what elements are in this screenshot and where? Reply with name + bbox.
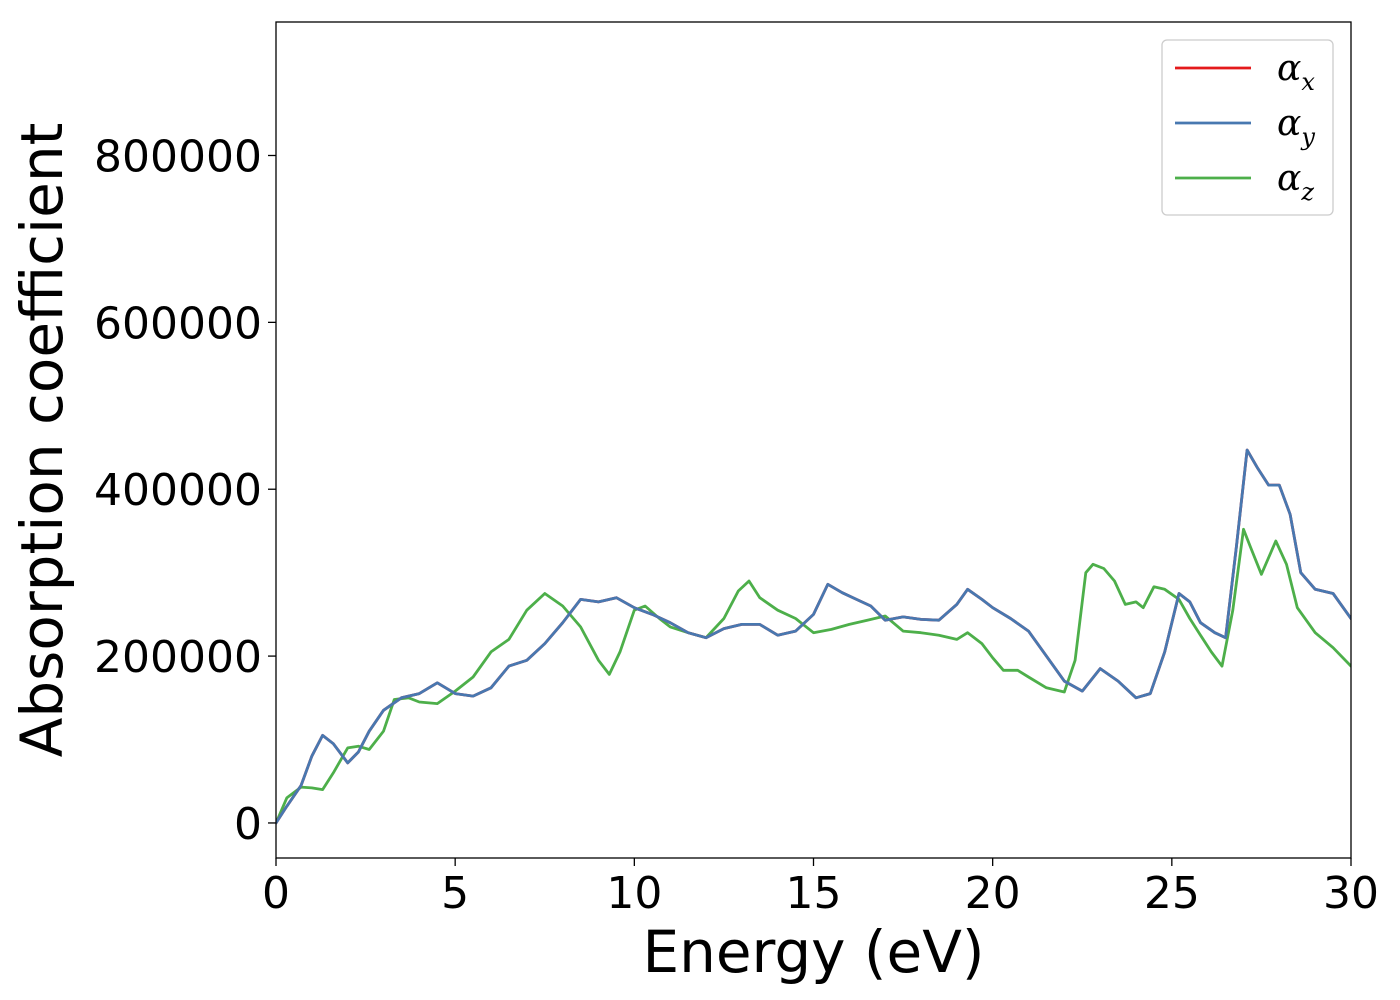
x-tick-label-6: 30: [1323, 868, 1379, 919]
legend-label-symbol: α: [1277, 158, 1301, 199]
x-tick-label-2: 10: [606, 868, 662, 919]
legend-label-symbol: α: [1277, 48, 1301, 89]
legend-label-subscript: x: [1301, 68, 1315, 96]
y-tick-label-4: 800000: [94, 131, 262, 182]
plot-frame: [275, 21, 1352, 859]
x-axis-label: Energy (eV): [642, 918, 984, 986]
x-tick-label-3: 15: [786, 868, 842, 919]
x-axis-ticks: 0 5 10 15 20 25 30: [262, 858, 1379, 919]
series-line-z: [276, 527, 1351, 825]
series-line-y: [276, 448, 1351, 825]
y-axis-label: Absorption coefficient: [8, 123, 76, 758]
y-tick-label-3: 600000: [94, 298, 262, 349]
legend-label-symbol: α: [1277, 103, 1301, 144]
x-tick-label-0: 0: [262, 868, 290, 919]
legend-label-subscript: z: [1300, 178, 1314, 206]
y-axis-ticks: 0 200000 400000 600000 800000: [94, 131, 276, 850]
legend-label-y: αy: [1277, 103, 1315, 151]
y-tick-label-0: 0: [234, 799, 262, 850]
y-tick-label-2: 400000: [94, 465, 262, 516]
series-lines: [276, 448, 1351, 825]
x-tick-label-1: 5: [441, 868, 469, 919]
legend-box: [1161, 39, 1334, 216]
y-tick-label-1: 200000: [94, 632, 262, 683]
x-tick-label-5: 25: [1144, 868, 1200, 919]
legend-label-x: αx: [1277, 48, 1315, 96]
x-tick-label-4: 20: [965, 868, 1021, 919]
legend-label-subscript: y: [1300, 123, 1315, 151]
legend-label-z: αz: [1277, 158, 1314, 206]
series-line-x: [276, 448, 1351, 825]
